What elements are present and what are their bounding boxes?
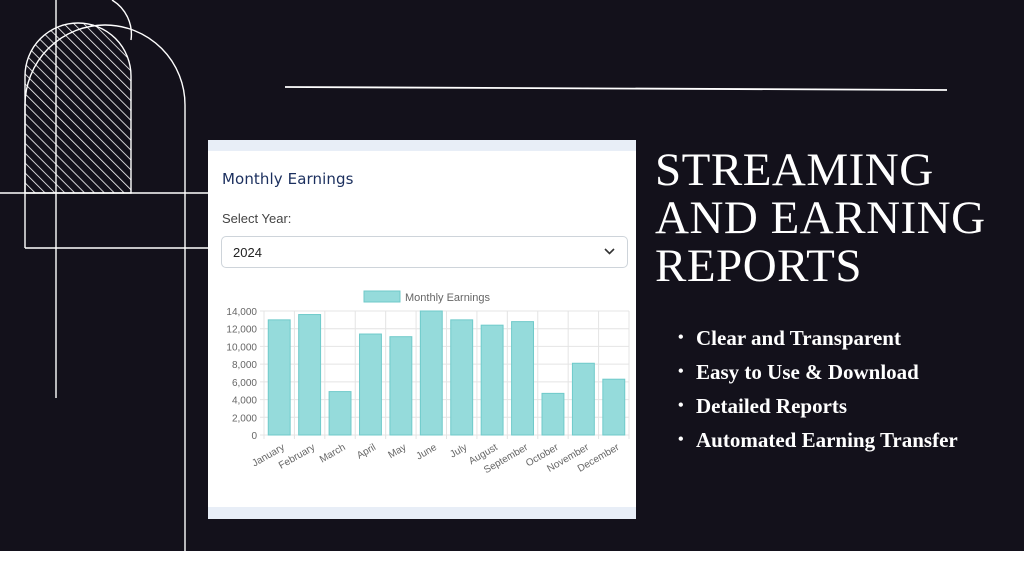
y-tick-label: 6,000 <box>232 378 257 389</box>
bullet: • <box>678 397 684 414</box>
feature-item: • Automated Earning Transfer <box>678 425 958 459</box>
bar <box>602 378 626 436</box>
card-bottom-band <box>208 507 636 519</box>
bar <box>511 321 534 436</box>
hatched-arch <box>24 22 132 194</box>
heading-line-2: AND EARNING <box>655 192 986 244</box>
feature-text: Detailed Reports <box>696 394 848 418</box>
bar <box>267 319 291 436</box>
feature-text: Clear and Transparent <box>696 326 901 350</box>
bar <box>541 392 565 436</box>
feature-text: Easy to Use & Download <box>696 360 919 384</box>
monthly-earnings-chart: Monthly Earnings 0 2,000 4,000 6,000 8,000 10… <box>226 290 630 476</box>
bar <box>571 362 595 436</box>
bullet: • <box>678 329 684 346</box>
y-tick-label: 2,000 <box>232 413 257 424</box>
bar <box>298 314 322 436</box>
top-divider-line <box>284 86 948 91</box>
top-arc <box>111 0 133 41</box>
bullet: • <box>678 431 684 448</box>
y-tick-label: 14,000 <box>226 307 257 318</box>
heading-line-1: STREAMING <box>655 144 934 196</box>
x-tick-label: April <box>355 442 378 462</box>
bar <box>359 333 382 436</box>
x-tick-label: May <box>387 442 409 461</box>
bar <box>389 336 413 436</box>
slide-background: Monthly Earnings Select Year: 2024 Month… <box>0 0 1024 551</box>
y-tick-label: 12,000 <box>226 325 257 336</box>
y-tick-label: 4,000 <box>232 396 257 407</box>
earnings-card: Monthly Earnings Select Year: 2024 Month… <box>208 140 636 519</box>
bar <box>419 310 443 436</box>
x-tick-label: March <box>318 442 348 465</box>
card-top-band <box>208 140 636 151</box>
slide-heading: STREAMING AND EARNING REPORTS <box>655 146 1015 290</box>
feature-item: • Easy to Use & Download <box>678 357 958 391</box>
outline-arch <box>24 24 186 551</box>
y-tick-label: 8,000 <box>232 360 257 371</box>
y-tick-label: 10,000 <box>226 342 257 353</box>
year-select[interactable]: 2024 <box>221 236 628 268</box>
decorative-lines <box>0 0 948 551</box>
legend-label: Monthly Earnings <box>405 292 490 304</box>
feature-item: • Detailed Reports <box>678 391 958 425</box>
legend-swatch <box>363 290 401 303</box>
feature-text: Automated Earning Transfer <box>696 428 958 452</box>
x-tick-label: June <box>415 442 440 463</box>
y-tick-label: 0 <box>251 431 257 442</box>
x-tick-label: July <box>448 442 469 460</box>
card-title: Monthly Earnings <box>222 170 354 188</box>
feature-item: • Clear and Transparent <box>678 323 958 357</box>
chevron-down-icon <box>604 248 615 255</box>
bullet: • <box>678 363 684 380</box>
select-year-label: Select Year: <box>222 211 292 226</box>
heading-line-3: REPORTS <box>655 240 863 292</box>
bar <box>328 391 352 436</box>
year-select-value: 2024 <box>233 245 262 260</box>
feature-list: • Clear and Transparent • Easy to Use & Do… <box>678 323 958 459</box>
bar <box>480 324 504 436</box>
bar <box>450 319 474 436</box>
